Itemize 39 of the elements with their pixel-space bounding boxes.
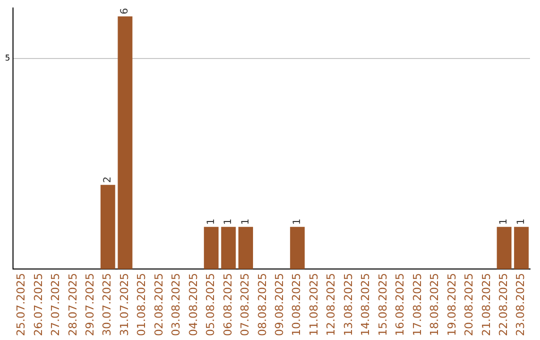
x-tick-label: 29.07.2025 — [83, 273, 96, 336]
x-tick-label: 03.08.2025 — [170, 273, 183, 336]
data-label: 1 — [516, 218, 527, 225]
x-tick-label: 02.08.2025 — [152, 273, 166, 336]
x-tick-label: 26.07.2025 — [32, 273, 45, 336]
x-tick-label: 27.07.2025 — [49, 273, 62, 336]
y-tick-label: 5 — [4, 54, 10, 63]
x-tick-label: 14.08.2025 — [359, 273, 372, 336]
x-tick-label: 15.08.2025 — [376, 273, 390, 336]
x-tick-label: 05.08.2025 — [204, 273, 218, 336]
x-tick-label: 21.08.2025 — [480, 273, 493, 336]
x-tick-label: 04.08.2025 — [186, 273, 200, 336]
data-label: 1 — [206, 218, 217, 225]
x-tick-label: 25.07.2025 — [14, 273, 28, 336]
x-tick-label: 12.08.2025 — [324, 273, 338, 336]
x-tick-label: 23.08.2025 — [514, 273, 528, 336]
x-tick-label: 11.08.2025 — [307, 273, 320, 336]
data-label: 1 — [223, 218, 234, 225]
x-tick-label: 30.07.2025 — [100, 273, 114, 336]
data-label: 6 — [120, 8, 131, 14]
x-tick-label: 18.08.2025 — [428, 273, 442, 336]
x-tick-label: 01.08.2025 — [135, 273, 148, 336]
x-tick-label: 07.08.2025 — [238, 273, 252, 336]
data-label: 2 — [102, 176, 114, 183]
x-tick-label: 28.07.2025 — [66, 273, 80, 336]
x-tick-label: 20.08.2025 — [462, 273, 476, 336]
data-label: 1 — [498, 218, 510, 225]
x-tick-label: 17.08.2025 — [410, 273, 424, 336]
x-tick-label: 16.08.2025 — [394, 273, 407, 336]
x-tick-label: 08.08.2025 — [256, 273, 269, 336]
x-tick-label: 31.07.2025 — [118, 273, 131, 336]
x-tick-label: 09.08.2025 — [273, 273, 286, 336]
x-tick-label: 10.08.2025 — [290, 273, 304, 336]
x-tick-label: 19.08.2025 — [445, 273, 458, 336]
x-tick-label: 22.08.2025 — [497, 273, 510, 336]
data-label: 1 — [292, 218, 303, 225]
x-tick-label: 13.08.2025 — [342, 273, 355, 336]
data-label: 1 — [240, 218, 252, 225]
x-tick-label: 06.08.2025 — [221, 273, 234, 336]
